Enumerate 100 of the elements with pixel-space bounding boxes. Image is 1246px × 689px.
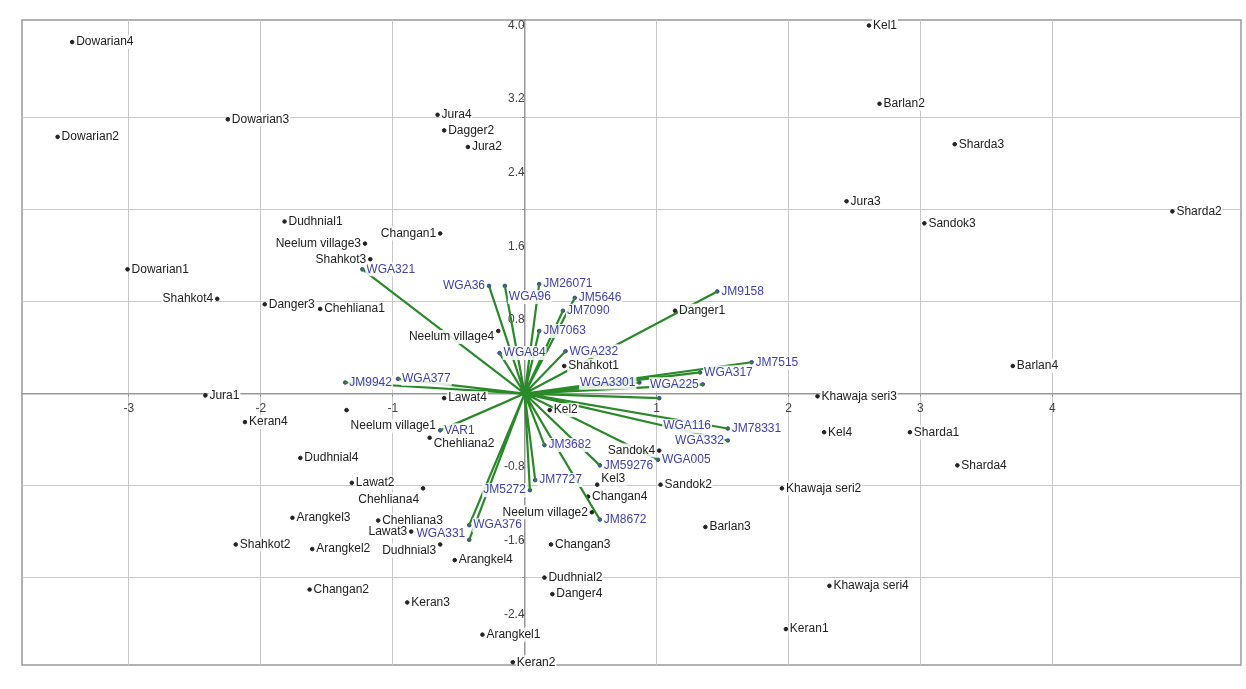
data-label: Arangkel4 — [458, 552, 514, 567]
data-label: JM59276 — [603, 457, 654, 472]
data-label: Khawaja seri4 — [833, 578, 910, 593]
data-label: Neelum village4 — [408, 329, 495, 344]
data-label: Danger3 — [268, 296, 316, 311]
data-label: Neelum village1 — [350, 418, 437, 433]
data-label: Lawat3 — [368, 523, 408, 538]
data-label: VAR1 — [444, 422, 475, 437]
x-tick-label: 4 — [1049, 401, 1056, 416]
data-label: Changan1 — [380, 225, 437, 240]
y-tick-label: 2.4 — [507, 165, 525, 180]
data-label: Chehliana1 — [324, 301, 386, 316]
data-label: Neelum village2 — [502, 504, 589, 519]
data-label: Shahkot3 — [315, 251, 367, 266]
data-label: Jura2 — [471, 139, 503, 154]
data-label: JM9158 — [721, 283, 765, 298]
data-label: Shahkot1 — [568, 358, 620, 373]
data-label: Shahkot4 — [162, 291, 214, 306]
data-label: Khawaja seri3 — [821, 388, 898, 403]
y-tick-label: -1.6 — [503, 533, 525, 548]
data-label: Sandok4 — [607, 442, 656, 457]
data-label: Barlan3 — [709, 519, 752, 534]
data-label: WGA317 — [704, 364, 754, 379]
y-tick-label: -0.8 — [503, 459, 525, 474]
data-label: Barlan2 — [883, 96, 926, 111]
data-label: Keran1 — [789, 621, 829, 636]
data-label: Jura4 — [441, 107, 472, 122]
data-label: Danger1 — [679, 303, 726, 318]
data-label: Changan3 — [555, 536, 611, 551]
x-tick-label: -3 — [123, 401, 135, 416]
data-label: JM26071 — [543, 276, 593, 291]
data-label: Kel3 — [601, 470, 626, 485]
data-label: Chehliana4 — [358, 491, 420, 506]
y-tick-label: 3.2 — [507, 91, 525, 106]
data-label: Dudhnial2 — [548, 569, 603, 584]
data-label: JM7727 — [539, 472, 583, 487]
data-label: Kel2 — [553, 402, 579, 417]
data-label: Jura3 — [850, 193, 881, 208]
data-label: JM7063 — [543, 323, 587, 338]
data-label: Kel1 — [872, 17, 898, 32]
data-label: Kel4 — [828, 424, 853, 439]
data-label: Dowarian3 — [231, 111, 290, 126]
data-label: Changan2 — [313, 581, 370, 596]
data-label: Sharda2 — [1176, 203, 1223, 218]
data-label: WGA377 — [401, 371, 451, 386]
data-label: Chehliana3 — [382, 512, 444, 527]
data-label: JM7090 — [566, 303, 610, 318]
data-label: WGA36 — [443, 278, 486, 293]
data-label: JM8672 — [603, 511, 647, 526]
data-label: Arangkel2 — [316, 541, 371, 556]
data-label: Jura1 — [209, 387, 240, 402]
data-label: Sandok2 — [664, 476, 713, 491]
data-label: Dudhnial4 — [304, 450, 359, 465]
data-label: Keran2 — [516, 654, 556, 669]
data-label: Chehliana2 — [433, 436, 495, 451]
data-label: Arangkel3 — [296, 510, 351, 525]
data-label: WGA84 — [503, 345, 546, 360]
data-label: Sharda3 — [958, 136, 1005, 151]
data-label: Sharda4 — [961, 457, 1008, 472]
data-label: Arangkel1 — [486, 626, 541, 641]
data-label: JM5272 — [483, 482, 527, 497]
x-tick-label: -2 — [255, 401, 267, 416]
data-label: Danger4 — [556, 586, 603, 601]
data-label: Dudhnial1 — [288, 213, 343, 228]
data-label: Dagger2 — [448, 122, 495, 137]
data-label: Lawat2 — [355, 475, 395, 490]
x-tick-label: 3 — [917, 401, 925, 416]
data-label: JM5646 — [578, 290, 622, 305]
data-label: WGA321 — [366, 261, 416, 276]
data-label: Sharda1 — [913, 424, 960, 439]
data-label: Dudhnial3 — [382, 542, 437, 557]
x-tick-label: 1 — [653, 401, 661, 416]
data-label: WGA225 — [650, 376, 700, 391]
data-label: Dowarian2 — [61, 129, 120, 144]
data-label: WGA3301 — [580, 374, 636, 389]
data-label: Shahkot2 — [239, 536, 291, 551]
x-tick-label: -1 — [387, 401, 399, 416]
data-label: WGA116 — [663, 418, 712, 433]
data-label: WGA96 — [508, 289, 552, 304]
data-label: Keran4 — [248, 414, 288, 429]
data-label: Barlan4 — [1016, 358, 1059, 373]
data-label: Sandok3 — [928, 215, 977, 230]
y-tick-label: 4.0 — [507, 17, 525, 32]
data-label: JM7515 — [755, 354, 799, 369]
y-tick-label: 1.6 — [507, 238, 525, 253]
data-label: JM78331 — [731, 420, 782, 435]
data-label: WGA332 — [675, 432, 725, 447]
data-label: Keran3 — [411, 594, 451, 609]
data-label: Dowarian4 — [76, 34, 134, 49]
data-label: WGA232 — [569, 343, 619, 358]
y-tick-label: -2.4 — [503, 606, 525, 621]
x-tick-label: 2 — [785, 401, 793, 416]
data-label: JM9942 — [349, 374, 393, 389]
data-label: WGA376 — [473, 517, 523, 532]
data-label: WGA005 — [661, 452, 711, 467]
data-label: Dowarian1 — [131, 261, 190, 276]
data-label: Changan4 — [591, 488, 648, 503]
data-label: Neelum village3 — [275, 235, 362, 250]
data-label: Khawaja seri2 — [785, 480, 862, 495]
data-label: WGA331 — [416, 526, 466, 541]
